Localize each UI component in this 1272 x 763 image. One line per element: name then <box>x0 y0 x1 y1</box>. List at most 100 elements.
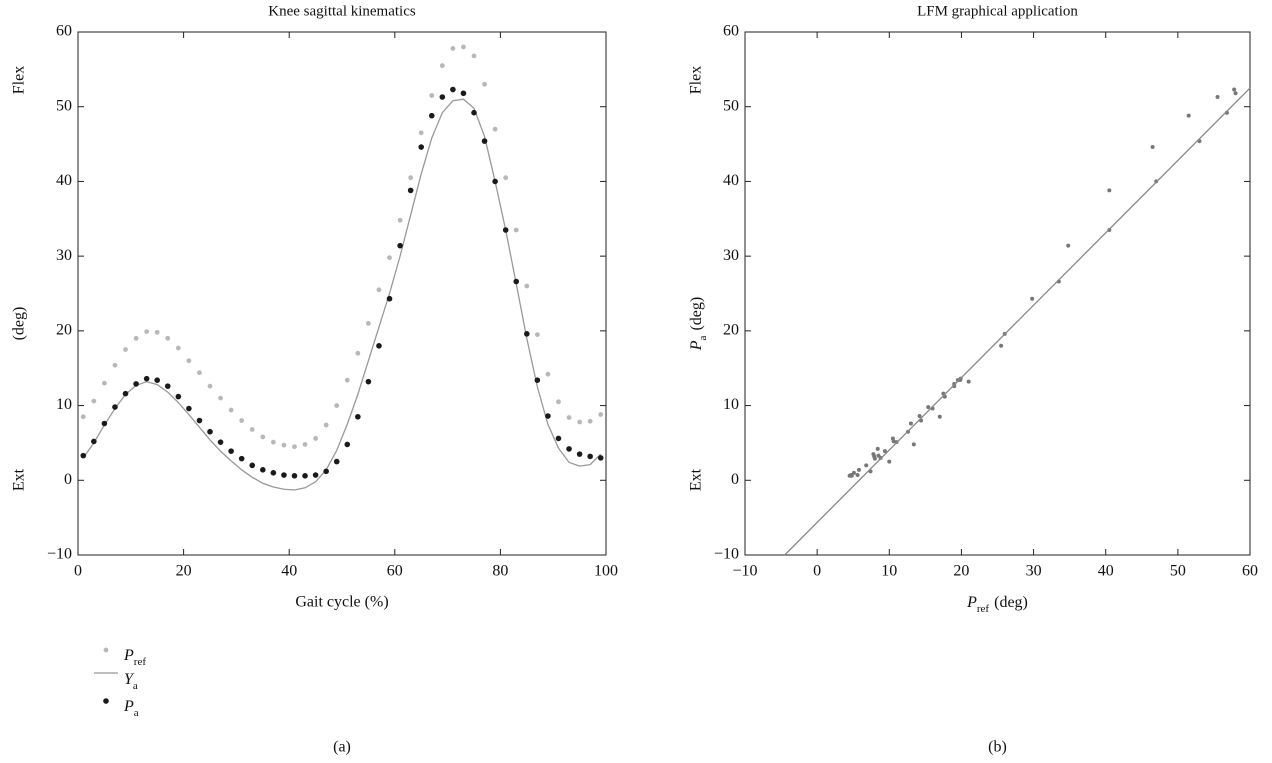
data-point <box>587 418 593 424</box>
data-point <box>344 377 350 383</box>
x-tick-label: 20 <box>953 563 969 580</box>
y-axis-label: (deg) <box>11 307 28 341</box>
data-point <box>355 413 361 420</box>
data-point <box>144 329 150 335</box>
data-point <box>91 398 97 404</box>
data-point <box>418 144 425 150</box>
annotation: Flex <box>11 66 28 94</box>
chart-title: LFM graphical application <box>917 3 1078 19</box>
data-point <box>503 175 509 181</box>
y-tick-label: 0 <box>731 471 739 488</box>
data-point <box>270 470 277 476</box>
data-point <box>313 436 318 441</box>
data-point <box>249 462 256 469</box>
data-point <box>908 421 913 426</box>
data-point <box>492 126 498 132</box>
x-tick-label: 30 <box>1026 563 1042 580</box>
y-axis-label-main: P <box>688 340 705 351</box>
data-point <box>333 458 340 465</box>
data-point <box>217 439 224 445</box>
y-tick-label: 0 <box>64 471 72 488</box>
data-point <box>1186 113 1191 118</box>
data-point <box>122 390 129 397</box>
x-tick-label: 60 <box>1242 563 1258 580</box>
data-point <box>228 448 234 454</box>
data-point <box>376 343 382 349</box>
data-point <box>133 335 139 341</box>
data-point <box>238 455 245 462</box>
data-point <box>143 375 150 382</box>
data-point <box>291 473 298 479</box>
data-point <box>1107 188 1112 193</box>
y-axis-label-unit: (deg) <box>688 297 705 331</box>
series-line <box>82 98 602 491</box>
y-tick-label: 20 <box>723 322 739 339</box>
data-point <box>323 422 329 428</box>
data-point <box>882 449 887 454</box>
y-tick-label: 20 <box>56 322 72 339</box>
x-tick-label: 0 <box>74 563 82 580</box>
data-point <box>461 44 466 50</box>
x-tick-label: −10 <box>732 563 757 580</box>
data-point <box>365 378 372 385</box>
data-point <box>471 53 477 59</box>
caption: (a) <box>333 739 351 756</box>
data-point <box>196 417 203 424</box>
data-point <box>513 278 520 285</box>
data-point <box>133 381 139 387</box>
data-point <box>597 455 604 461</box>
data-point <box>154 329 160 335</box>
data-point <box>887 459 892 464</box>
data-point <box>926 405 931 410</box>
legend-label: Pa <box>123 698 139 719</box>
data-point <box>566 415 572 420</box>
data-point <box>165 335 171 341</box>
x-tick-label: 40 <box>1098 563 1114 580</box>
data-point <box>281 442 287 448</box>
data-point <box>323 468 329 475</box>
data-point <box>270 439 276 445</box>
data-point <box>851 470 856 475</box>
data-point <box>556 399 561 405</box>
y-tick-label: 30 <box>56 247 72 264</box>
data-point <box>260 467 266 473</box>
data-point <box>344 441 351 448</box>
legend-label: Pref <box>123 647 146 668</box>
data-point <box>355 350 361 356</box>
data-point <box>197 370 202 376</box>
x-tick-label: 50 <box>1170 563 1186 580</box>
legend-name: P <box>123 647 134 664</box>
data-point <box>334 403 340 408</box>
data-point <box>1030 296 1035 301</box>
data-point <box>917 414 922 419</box>
data-point <box>207 428 213 435</box>
data-point <box>175 393 182 400</box>
data-point <box>849 473 854 478</box>
data-point <box>101 420 108 427</box>
data-point <box>966 379 971 384</box>
data-point <box>123 347 128 352</box>
x-tick-label: 10 <box>881 563 897 580</box>
data-point <box>175 345 181 351</box>
data-point <box>482 81 487 87</box>
data-point <box>397 242 403 249</box>
y-tick-label: −10 <box>714 546 739 563</box>
data-point <box>937 414 942 419</box>
plot-frame <box>744 31 1251 556</box>
x-tick-label: 0 <box>813 563 821 580</box>
data-point <box>112 404 118 410</box>
data-point <box>890 436 895 441</box>
x-axis-label-main: P <box>966 594 977 611</box>
data-point <box>587 453 593 460</box>
data-point <box>218 395 223 401</box>
data-point <box>864 463 869 468</box>
data-point <box>387 255 392 261</box>
data-point <box>856 467 861 472</box>
data-point <box>249 427 255 432</box>
data-point <box>481 138 488 144</box>
data-point <box>555 435 562 442</box>
data-point <box>154 377 160 383</box>
data-point <box>366 320 371 326</box>
data-point <box>524 331 530 337</box>
data-point <box>513 227 519 233</box>
